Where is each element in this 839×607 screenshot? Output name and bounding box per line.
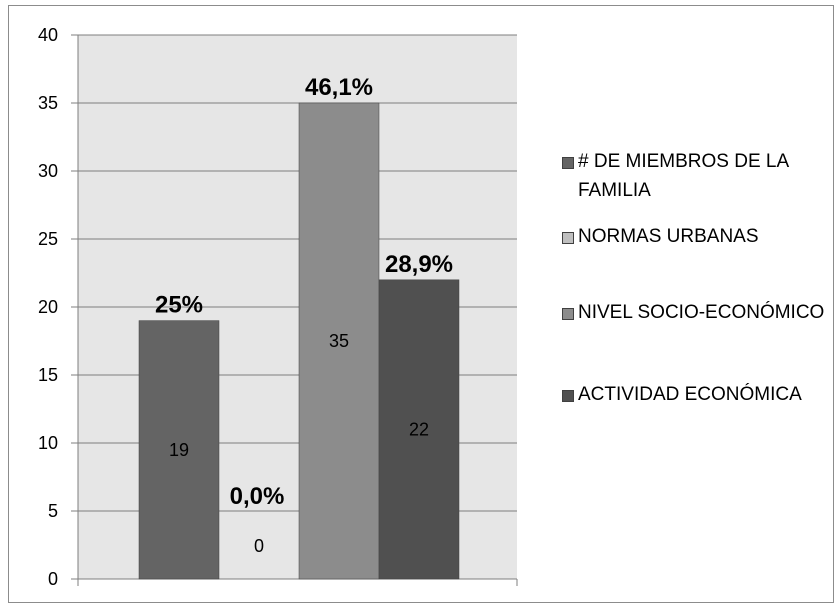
legend-label: ACTIVIDAD ECONÓMICA bbox=[578, 384, 802, 405]
y-axis: 0 5 10 15 20 25 30 35 40 bbox=[38, 25, 518, 589]
y-tick-label: 0 bbox=[48, 569, 58, 589]
bar-value-label: 19 bbox=[169, 440, 189, 460]
legend-item: NIVEL SOCIO-ECONÓMICO bbox=[562, 301, 828, 327]
y-tick-label: 40 bbox=[38, 25, 58, 45]
legend-item: ACTIVIDAD ECONÓMICA bbox=[562, 383, 828, 409]
bar bbox=[298, 102, 380, 580]
chart-frame bbox=[8, 5, 834, 603]
legend-swatch bbox=[562, 232, 574, 244]
legend-label: NORMAS URBANAS bbox=[578, 226, 759, 247]
legend-item: NORMAS URBANAS bbox=[562, 225, 828, 251]
y-tick-label: 35 bbox=[38, 93, 58, 113]
y-tick-label: 5 bbox=[48, 501, 58, 521]
bar-percent-label: 46,1% bbox=[305, 74, 373, 101]
bar-value-label: 35 bbox=[329, 331, 349, 351]
legend-swatch bbox=[562, 308, 574, 320]
bar-percent-label: 25% bbox=[155, 292, 203, 319]
bar-percent-label: 28,9% bbox=[385, 251, 453, 278]
bar bbox=[378, 279, 460, 580]
bar-percent-label: 0,0% bbox=[230, 483, 285, 510]
labels: 19 25% 0 0,0% 35 46,1% 22 28,9% bbox=[155, 74, 453, 556]
legend-item: # DE MIEMBROS DE LA FAMILIA bbox=[562, 150, 828, 205]
y-tick-label: 30 bbox=[38, 161, 58, 181]
bar-value-label: 0 bbox=[254, 536, 264, 556]
legend-label: NIVEL SOCIO-ECONÓMICO bbox=[578, 302, 825, 323]
bars bbox=[138, 102, 460, 580]
y-tick-label: 20 bbox=[38, 297, 58, 317]
y-tick-label: 10 bbox=[38, 433, 58, 453]
y-tick-label: 25 bbox=[38, 229, 58, 249]
bar-value-label: 22 bbox=[409, 419, 429, 439]
legend-label: # DE MIEMBROS DE LA FAMILIA bbox=[578, 151, 789, 201]
legend-swatch bbox=[562, 390, 574, 402]
y-tick-label: 15 bbox=[38, 365, 58, 385]
bar bbox=[138, 320, 220, 580]
legend-swatch bbox=[562, 157, 574, 169]
